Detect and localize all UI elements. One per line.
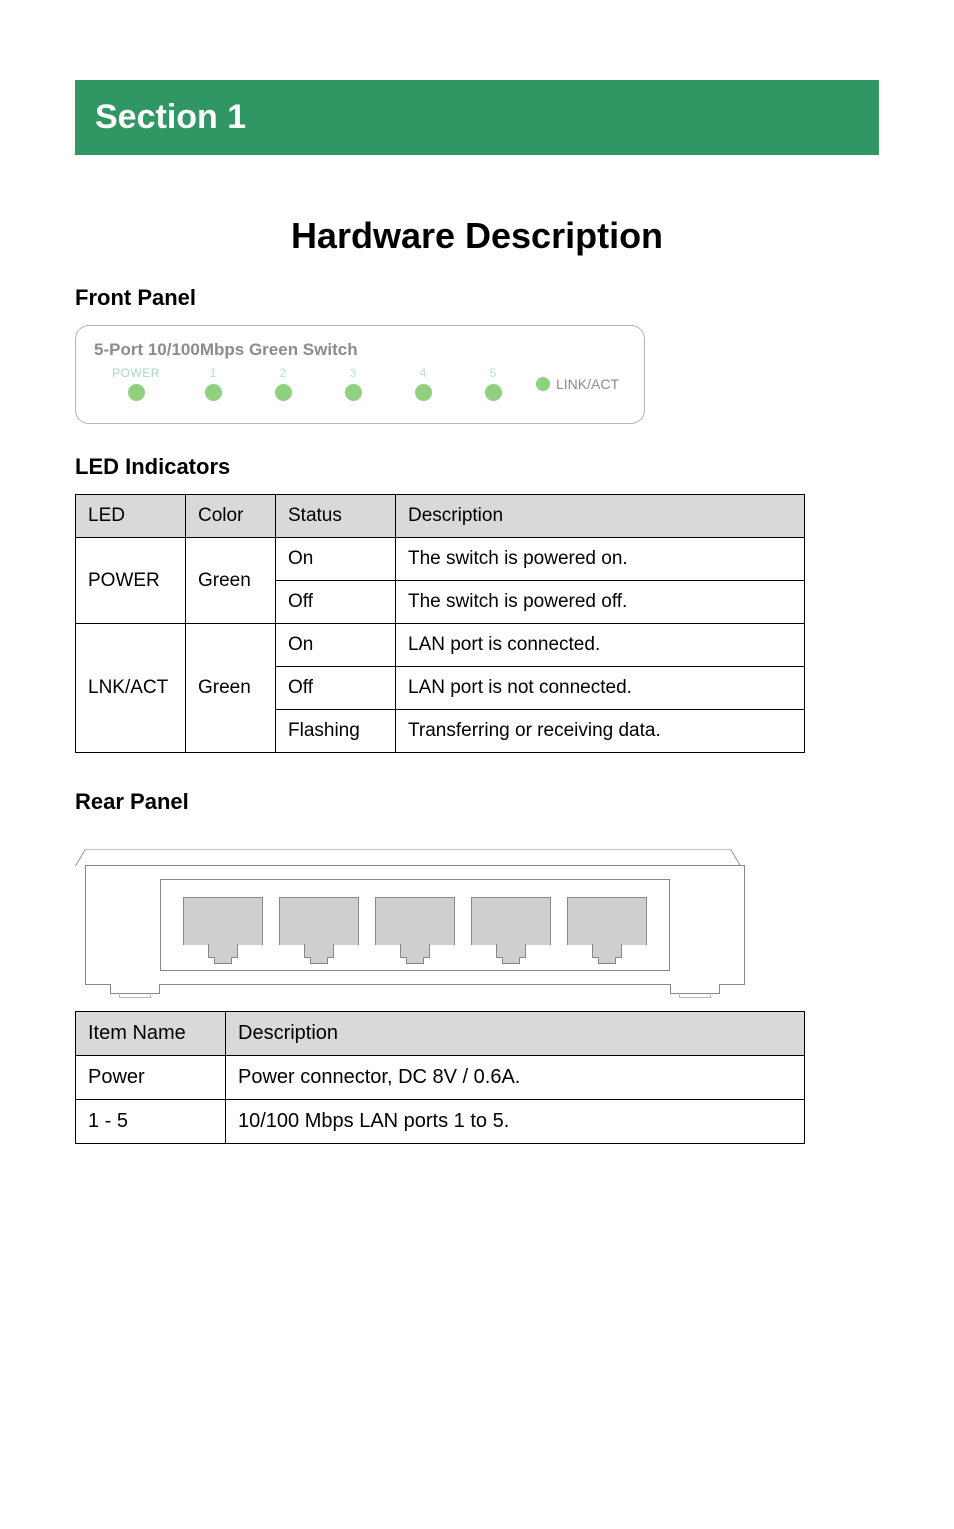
led-indicator-icon — [205, 384, 222, 401]
port-led-column: 3 — [318, 366, 388, 401]
device-label: 5-Port 10/100Mbps Green Switch — [94, 340, 626, 360]
cell-color: Green — [186, 538, 276, 624]
port-led-label: 2 — [280, 366, 287, 380]
case-foot-icon — [670, 984, 720, 994]
section-banner: Section 1 — [75, 80, 879, 155]
table-row: POWER Green On The switch is powered on. — [76, 538, 805, 581]
cell-led: POWER — [76, 538, 186, 624]
cell-status: On — [276, 624, 396, 667]
front-panel-diagram: 5-Port 10/100Mbps Green Switch POWER 1 2… — [75, 325, 645, 424]
ethernet-port-icon — [471, 897, 551, 957]
ethernet-port-icon — [183, 897, 263, 957]
table-header-row: LED Color Status Description — [76, 495, 805, 538]
col-header: Color — [186, 495, 276, 538]
rear-case-body — [85, 865, 745, 985]
port-led-column: 1 — [178, 366, 248, 401]
cell-status: Off — [276, 581, 396, 624]
cell-desc: 10/100 Mbps LAN ports 1 to 5. — [226, 1100, 805, 1144]
led-indicator-icon — [275, 384, 292, 401]
led-indicator-icon — [536, 377, 550, 391]
case-foot-icon — [110, 984, 160, 994]
front-panel-heading: Front Panel — [75, 285, 879, 311]
power-led-label: POWER — [112, 366, 160, 380]
led-indicator-icon — [415, 384, 432, 401]
col-header: LED — [76, 495, 186, 538]
port-led-label: 1 — [210, 366, 217, 380]
led-indicator-icon — [128, 384, 145, 401]
cell-desc: Power connector, DC 8V / 0.6A. — [226, 1056, 805, 1100]
rear-panel-heading: Rear Panel — [75, 789, 879, 815]
rear-port-panel — [160, 879, 670, 971]
table-header-row: Item Name Description — [76, 1012, 805, 1056]
col-header: Description — [396, 495, 805, 538]
led-indicators-table: LED Color Status Description POWER Green… — [75, 494, 805, 753]
port-led-label: 5 — [490, 366, 497, 380]
front-panel-led-row: POWER 1 2 3 4 5 — [94, 366, 626, 401]
rear-case-top — [87, 847, 727, 865]
cell-desc: The switch is powered on. — [396, 538, 805, 581]
led-indicator-icon — [485, 384, 502, 401]
power-led-column: POWER — [94, 366, 178, 401]
led-indicators-heading: LED Indicators — [75, 454, 879, 480]
section-banner-text: Section 1 — [95, 98, 246, 136]
col-header: Status — [276, 495, 396, 538]
col-header: Item Name — [76, 1012, 226, 1056]
rear-case — [75, 847, 755, 985]
table-row: Power Power connector, DC 8V / 0.6A. — [76, 1056, 805, 1100]
table-row: LNK/ACT Green On LAN port is connected. — [76, 624, 805, 667]
cell-status: Off — [276, 667, 396, 710]
cell-item: Power — [76, 1056, 226, 1100]
cell-led: LNK/ACT — [76, 624, 186, 753]
rear-panel-table: Item Name Description Power Power connec… — [75, 1011, 805, 1144]
cell-desc: LAN port is not connected. — [396, 667, 805, 710]
cell-desc: The switch is powered off. — [396, 581, 805, 624]
ethernet-port-icon — [375, 897, 455, 957]
ethernet-port-icon — [567, 897, 647, 957]
cell-desc: LAN port is connected. — [396, 624, 805, 667]
page-title: Hardware Description — [75, 215, 879, 257]
led-indicator-icon — [345, 384, 362, 401]
port-led-label: 3 — [350, 366, 357, 380]
table-row: 1 - 5 10/100 Mbps LAN ports 1 to 5. — [76, 1100, 805, 1144]
cell-status: Flashing — [276, 710, 396, 753]
cell-desc: Transferring or receiving data. — [396, 710, 805, 753]
col-header: Description — [226, 1012, 805, 1056]
page: Section 1 Hardware Description Front Pan… — [0, 0, 954, 1240]
cell-status: On — [276, 538, 396, 581]
rear-panel-diagram — [75, 829, 755, 985]
cell-item: 1 - 5 — [76, 1100, 226, 1144]
linkact-label: LINK/ACT — [556, 376, 619, 392]
port-led-column: 5 — [458, 366, 528, 401]
port-led-column: 2 — [248, 366, 318, 401]
cell-color: Green — [186, 624, 276, 753]
linkact-legend: LINK/ACT — [536, 376, 619, 392]
ethernet-port-icon — [279, 897, 359, 957]
port-led-column: 4 — [388, 366, 458, 401]
port-led-label: 4 — [420, 366, 427, 380]
